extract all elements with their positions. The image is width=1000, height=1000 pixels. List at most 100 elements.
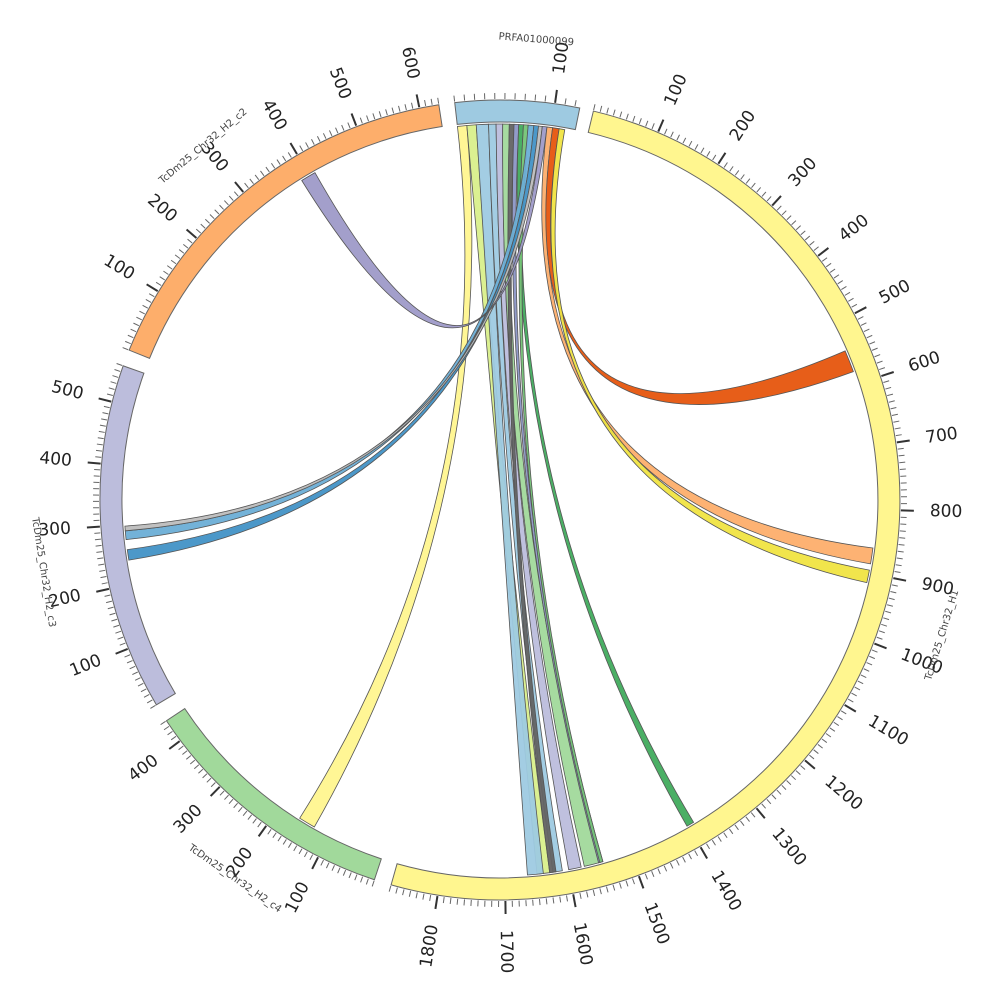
segment-c3	[99, 365, 176, 706]
minor-tick	[860, 322, 867, 326]
minor-tick	[187, 238, 193, 244]
major-tick	[874, 642, 887, 650]
tick-label: 1200	[821, 772, 867, 815]
minor-tick	[206, 777, 212, 783]
minor-tick	[219, 790, 225, 796]
minor-tick	[712, 154, 717, 161]
minor-tick	[106, 600, 113, 604]
minor-tick	[851, 692, 857, 697]
minor-tick	[651, 123, 655, 130]
minor-tick	[155, 281, 162, 286]
minor-tick	[857, 680, 864, 685]
minor-tick	[574, 100, 577, 107]
minor-tick	[129, 665, 136, 670]
minor-tick	[879, 367, 886, 371]
minor-tick	[886, 604, 894, 607]
minor-tick	[104, 594, 111, 597]
minor-tick	[881, 623, 888, 627]
minor-tick	[113, 624, 120, 628]
minor-tick	[107, 606, 114, 610]
link-ribbon	[299, 125, 473, 828]
minor-tick	[209, 214, 215, 220]
minor-tick	[134, 677, 141, 681]
minor-tick	[579, 892, 582, 899]
minor-tick	[276, 159, 281, 165]
minor-tick	[781, 784, 787, 790]
minor-tick	[98, 430, 105, 433]
minor-tick	[402, 889, 405, 896]
minor-tick	[159, 276, 166, 281]
minor-tick	[395, 887, 398, 894]
minor-tick	[95, 456, 102, 458]
major-tick	[257, 825, 268, 837]
minor-tick	[316, 136, 321, 142]
minor-tick	[795, 225, 801, 231]
minor-tick	[544, 95, 547, 102]
segment-prfa01000099	[454, 99, 581, 131]
minor-tick	[871, 649, 878, 653]
minor-tick	[146, 699, 153, 704]
minor-tick	[133, 322, 140, 327]
minor-tick	[869, 655, 876, 660]
minor-tick	[766, 196, 772, 202]
minor-tick	[117, 636, 124, 640]
minor-tick	[786, 780, 792, 786]
minor-tick	[694, 850, 699, 857]
link-ribbon	[301, 125, 548, 329]
minor-tick	[456, 898, 459, 905]
minor-tick	[612, 884, 616, 891]
minor-tick	[404, 104, 407, 111]
tick-label: 500	[49, 377, 85, 404]
minor-tick	[829, 268, 836, 273]
minor-tick	[287, 152, 292, 158]
minor-tick	[124, 340, 131, 345]
minor-tick	[688, 140, 693, 147]
minor-tick	[98, 563, 105, 566]
minor-tick	[817, 744, 823, 749]
minor-tick	[876, 636, 883, 640]
minor-tick	[813, 246, 819, 251]
minor-tick	[219, 204, 224, 210]
minor-tick	[878, 630, 885, 634]
tick-label: 1400	[706, 867, 745, 914]
minor-tick	[309, 854, 314, 861]
minor-tick	[136, 316, 142, 321]
minor-tick	[821, 738, 828, 743]
minor-tick	[116, 362, 123, 366]
minor-tick	[776, 205, 782, 211]
major-tick	[311, 856, 319, 870]
major-tick	[87, 461, 101, 465]
minor-tick	[863, 328, 870, 333]
minor-tick	[214, 209, 220, 215]
minor-tick	[335, 127, 339, 134]
minor-tick	[378, 111, 382, 118]
minor-tick	[841, 285, 847, 290]
links-layer	[124, 123, 874, 876]
minor-tick	[166, 265, 173, 270]
tick-label: 200	[143, 190, 181, 226]
minor-tick	[663, 865, 668, 872]
minor-tick	[223, 200, 229, 206]
minor-tick	[837, 716, 843, 721]
major-tick	[854, 306, 867, 315]
minor-tick	[800, 765, 806, 770]
minor-tick	[257, 821, 262, 828]
minor-tick	[142, 304, 149, 309]
minor-tick	[751, 182, 756, 189]
minor-tick	[682, 137, 687, 144]
minor-tick	[825, 262, 832, 268]
tick-label: 100	[100, 251, 138, 285]
minor-tick	[391, 107, 395, 114]
tick-label: 400	[39, 448, 73, 471]
minor-tick	[893, 420, 900, 423]
minor-tick	[328, 130, 333, 137]
minor-tick	[167, 730, 173, 736]
minor-tick	[706, 843, 711, 850]
minor-tick	[534, 94, 537, 101]
minor-tick	[871, 347, 878, 351]
minor-tick	[178, 745, 184, 751]
minor-tick	[272, 832, 277, 838]
minor-tick	[424, 99, 427, 107]
minor-tick	[899, 461, 906, 464]
